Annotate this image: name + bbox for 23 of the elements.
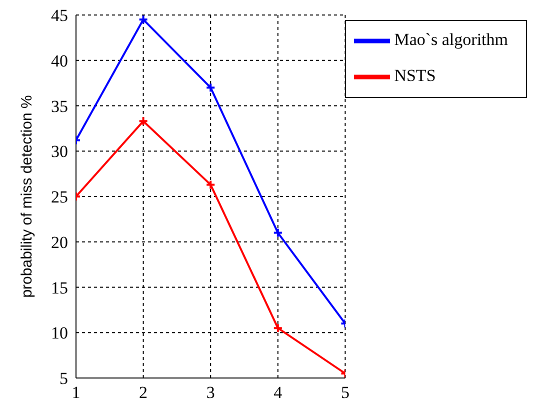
legend-label: Mao`s algorithm bbox=[394, 30, 508, 49]
y-tick-label: 20 bbox=[51, 232, 68, 252]
y-tick-label: 30 bbox=[51, 142, 68, 162]
point bbox=[206, 180, 216, 190]
x-tick-label: 2 bbox=[139, 383, 148, 402]
y-tick-label: 35 bbox=[51, 96, 68, 116]
x-tick-label: 1 bbox=[72, 383, 80, 402]
point bbox=[272, 228, 283, 238]
y-tick-label: 40 bbox=[51, 51, 68, 70]
y-tick-label: 5 bbox=[60, 369, 68, 388]
point bbox=[206, 82, 216, 93]
point bbox=[272, 323, 283, 334]
y-axis-title: probability of miss detection % bbox=[18, 95, 36, 298]
y-tick-label: 45 bbox=[51, 6, 68, 26]
x-tick-label: 3 bbox=[206, 383, 215, 402]
x-tick-label: 5 bbox=[340, 383, 350, 402]
x-tick-label: 4 bbox=[274, 383, 283, 402]
y-tick-label: 10 bbox=[51, 324, 68, 343]
point bbox=[138, 15, 148, 25]
legend-label: NSTS bbox=[394, 66, 436, 85]
point bbox=[138, 116, 148, 126]
y-tick-label: 25 bbox=[51, 188, 68, 207]
y-tick-label: 15 bbox=[51, 278, 68, 298]
